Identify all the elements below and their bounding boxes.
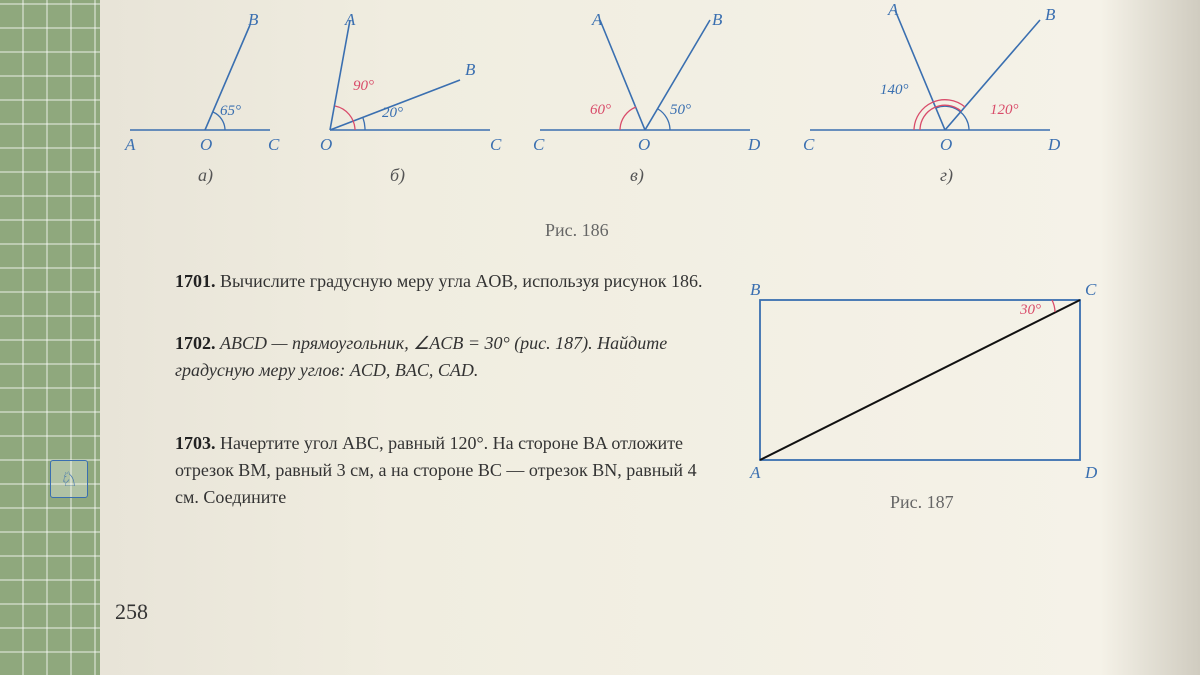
- pt-B-a: B: [248, 10, 258, 30]
- angle-60: 60°: [590, 102, 611, 119]
- figure-187: B C A D 30° Рис. 187: [730, 280, 1110, 520]
- ptext-1703: Начертите угол ABC, равный 120°. На стор…: [175, 433, 697, 507]
- pt-B-r: B: [750, 280, 760, 300]
- rect-svg: [730, 280, 1110, 480]
- icon-glyph: ♘: [60, 467, 78, 492]
- angle-120: 120°: [990, 102, 1019, 119]
- pt-C-g: C: [803, 135, 814, 155]
- pt-A-v: A: [592, 10, 602, 30]
- pt-A-r: A: [750, 463, 760, 483]
- pnum-1701: 1701.: [175, 271, 216, 291]
- margin-grid: [0, 0, 100, 675]
- label-g: г): [940, 165, 953, 186]
- figure-186-area: A O C B 65° а) A B O C 90° 20° б) A B C …: [120, 10, 1120, 190]
- label-v: в): [630, 165, 644, 186]
- diagram-b: [310, 10, 500, 150]
- angle-30: 30°: [1020, 302, 1041, 319]
- pt-B-g: B: [1045, 5, 1055, 25]
- pt-B-b: B: [465, 60, 475, 80]
- pt-D-g: D: [1048, 135, 1060, 155]
- label-a: а): [198, 165, 213, 186]
- pt-O-g: O: [940, 135, 952, 155]
- problem-1701: 1701. Вычислите градусную меру угла AOB,…: [175, 268, 715, 295]
- problem-1702: 1702. ABCD — прямоугольник, ∠ACB = 30° (…: [175, 330, 705, 384]
- pt-C-v: C: [533, 135, 544, 155]
- pt-C-b: C: [490, 135, 501, 155]
- pt-A-g: A: [888, 0, 898, 20]
- pt-D-v: D: [748, 135, 760, 155]
- problem-1703: 1703. Начертите угол ABC, равный 120°. Н…: [175, 430, 705, 511]
- pt-B-v: B: [712, 10, 722, 30]
- group-icon: ♘: [50, 460, 88, 498]
- caption-187: Рис. 187: [890, 492, 954, 513]
- angle-140: 140°: [880, 82, 909, 99]
- label-b: б): [390, 165, 405, 186]
- pt-C-r: C: [1085, 280, 1096, 300]
- diagram-a: [120, 10, 290, 150]
- pt-A-b: A: [345, 10, 355, 30]
- page-number: 258: [115, 599, 148, 625]
- diagram-g: [800, 10, 1060, 150]
- pt-O-a: O: [200, 135, 212, 155]
- pt-A-a: A: [125, 135, 135, 155]
- angle-65: 65°: [220, 103, 241, 120]
- ptext-1702: ABCD — прямоугольник, ∠ACB = 30° (рис. 1…: [175, 333, 667, 380]
- pnum-1702: 1702.: [175, 333, 216, 353]
- pnum-1703: 1703.: [175, 433, 216, 453]
- diagram-v: [530, 10, 760, 150]
- pt-C-a: C: [268, 135, 279, 155]
- angle-50: 50°: [670, 102, 691, 119]
- pt-O-v: O: [638, 135, 650, 155]
- pt-D-r: D: [1085, 463, 1097, 483]
- angle-90: 90°: [353, 78, 374, 95]
- caption-186: Рис. 186: [545, 220, 609, 241]
- pt-O-b: O: [320, 135, 332, 155]
- ptext-1701: Вычислите градусную меру угла AOB, испол…: [220, 271, 702, 291]
- angle-20: 20°: [382, 105, 403, 122]
